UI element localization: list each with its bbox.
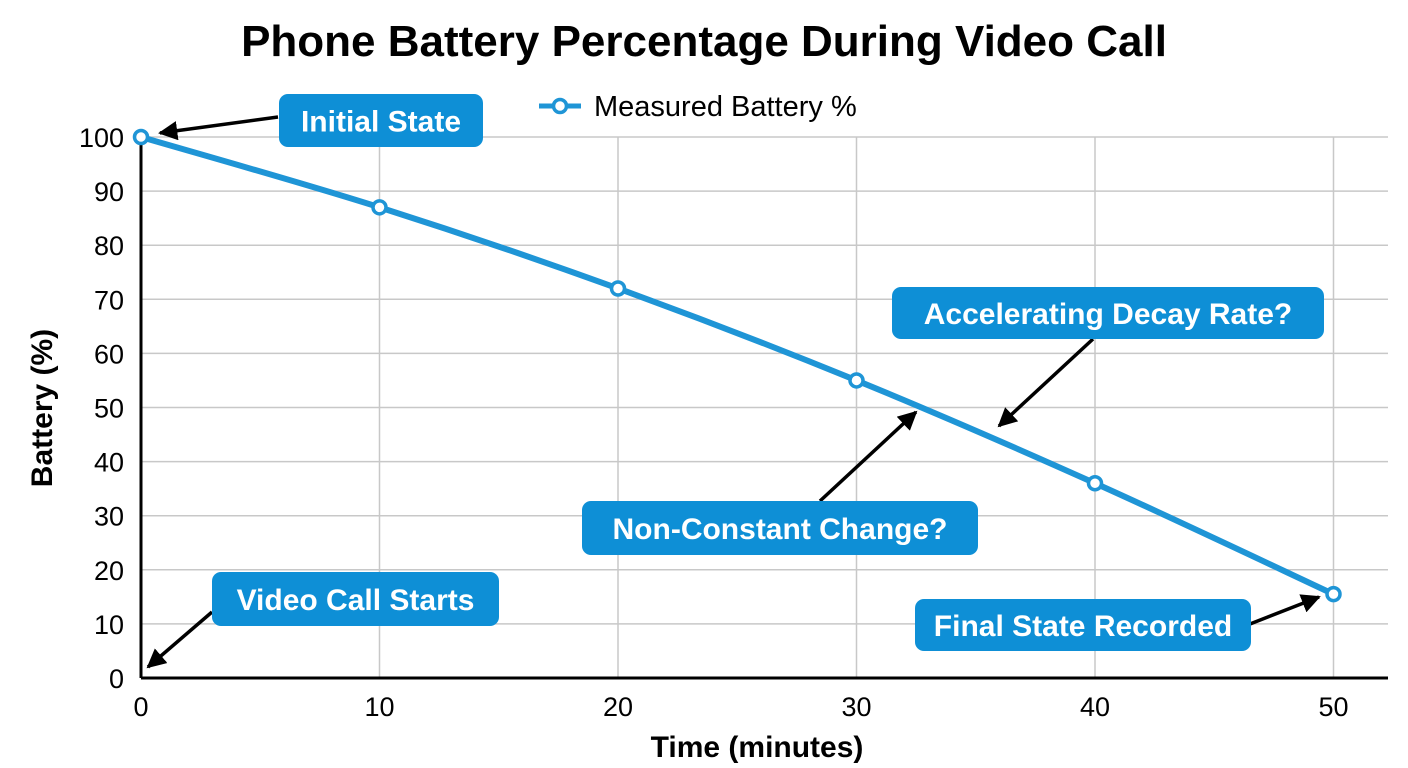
annotation-box	[582, 501, 978, 555]
data-point-marker	[132, 128, 150, 146]
series-layer	[132, 128, 1342, 603]
y-tick-label: 10	[94, 610, 124, 640]
annotation-label: Accelerating Decay Rate?	[924, 298, 1293, 331]
tick-labels: 0 10 20 30 40 50 60 70 80 90 100 0 10 20 30 40 50	[79, 123, 1349, 722]
annotation-arrow	[146, 610, 214, 669]
x-tick-label: 40	[1080, 692, 1110, 722]
annotation-initial: Initial State	[158, 94, 483, 147]
y-tick-label: 90	[94, 177, 124, 207]
data-point-marker	[609, 280, 627, 297]
x-axis-label: Time (minutes)	[651, 731, 864, 764]
data-point-marker	[1325, 585, 1342, 603]
chart-title: Phone Battery Percentage During Video Ca…	[241, 17, 1167, 66]
annotation-label: Video Call Starts	[237, 584, 475, 617]
y-tick-label: 20	[94, 556, 124, 586]
y-tick-label: 0	[109, 664, 124, 694]
y-tick-label: 30	[94, 502, 124, 532]
annotation-label: Final State Recorded	[934, 610, 1232, 643]
annotation-box	[212, 572, 499, 626]
annotation-box	[892, 287, 1324, 339]
x-tick-label: 30	[841, 692, 871, 722]
x-tick-label: 0	[133, 692, 148, 722]
legend: Measured Battery %	[539, 91, 857, 123]
x-tick-label: 50	[1318, 692, 1348, 722]
annotation-box	[915, 599, 1251, 651]
grid-lines	[141, 136, 1388, 678]
y-tick-label: 80	[94, 231, 124, 261]
annotation-arrow	[1249, 594, 1321, 626]
data-point-marker	[848, 372, 865, 389]
axes	[139, 135, 1388, 680]
annotation-call-start: Video Call Starts	[146, 572, 499, 669]
data-point-marker	[371, 199, 388, 216]
data-point-marker	[1086, 474, 1104, 492]
annotation-arrow	[158, 115, 279, 141]
y-tick-label: 50	[94, 394, 124, 424]
legend-marker-swatch	[551, 97, 569, 115]
y-axis-label: Battery (%)	[26, 329, 59, 487]
x-tick-label: 20	[603, 692, 633, 722]
annotation-label: Non-Constant Change?	[613, 513, 948, 546]
series-line	[138, 134, 1337, 598]
y-tick-label: 60	[94, 339, 124, 369]
legend-label: Measured Battery %	[594, 91, 857, 123]
y-tick-label: 40	[94, 448, 124, 478]
annotation-arrow	[818, 410, 918, 503]
annotation-final: Final State Recorded	[915, 594, 1321, 651]
annotation-box	[279, 94, 483, 147]
annotation-arrow	[997, 337, 1095, 428]
annotation-non-constant: Non-Constant Change?	[582, 410, 978, 555]
x-tick-label: 10	[364, 692, 394, 722]
annotation-decay: Accelerating Decay Rate?	[892, 287, 1324, 428]
annotation-label: Initial State	[301, 106, 461, 139]
annotations: Initial State Video Call Starts Accelerati…	[146, 94, 1324, 669]
y-tick-label: 100	[79, 123, 124, 153]
y-tick-label: 70	[94, 285, 124, 315]
